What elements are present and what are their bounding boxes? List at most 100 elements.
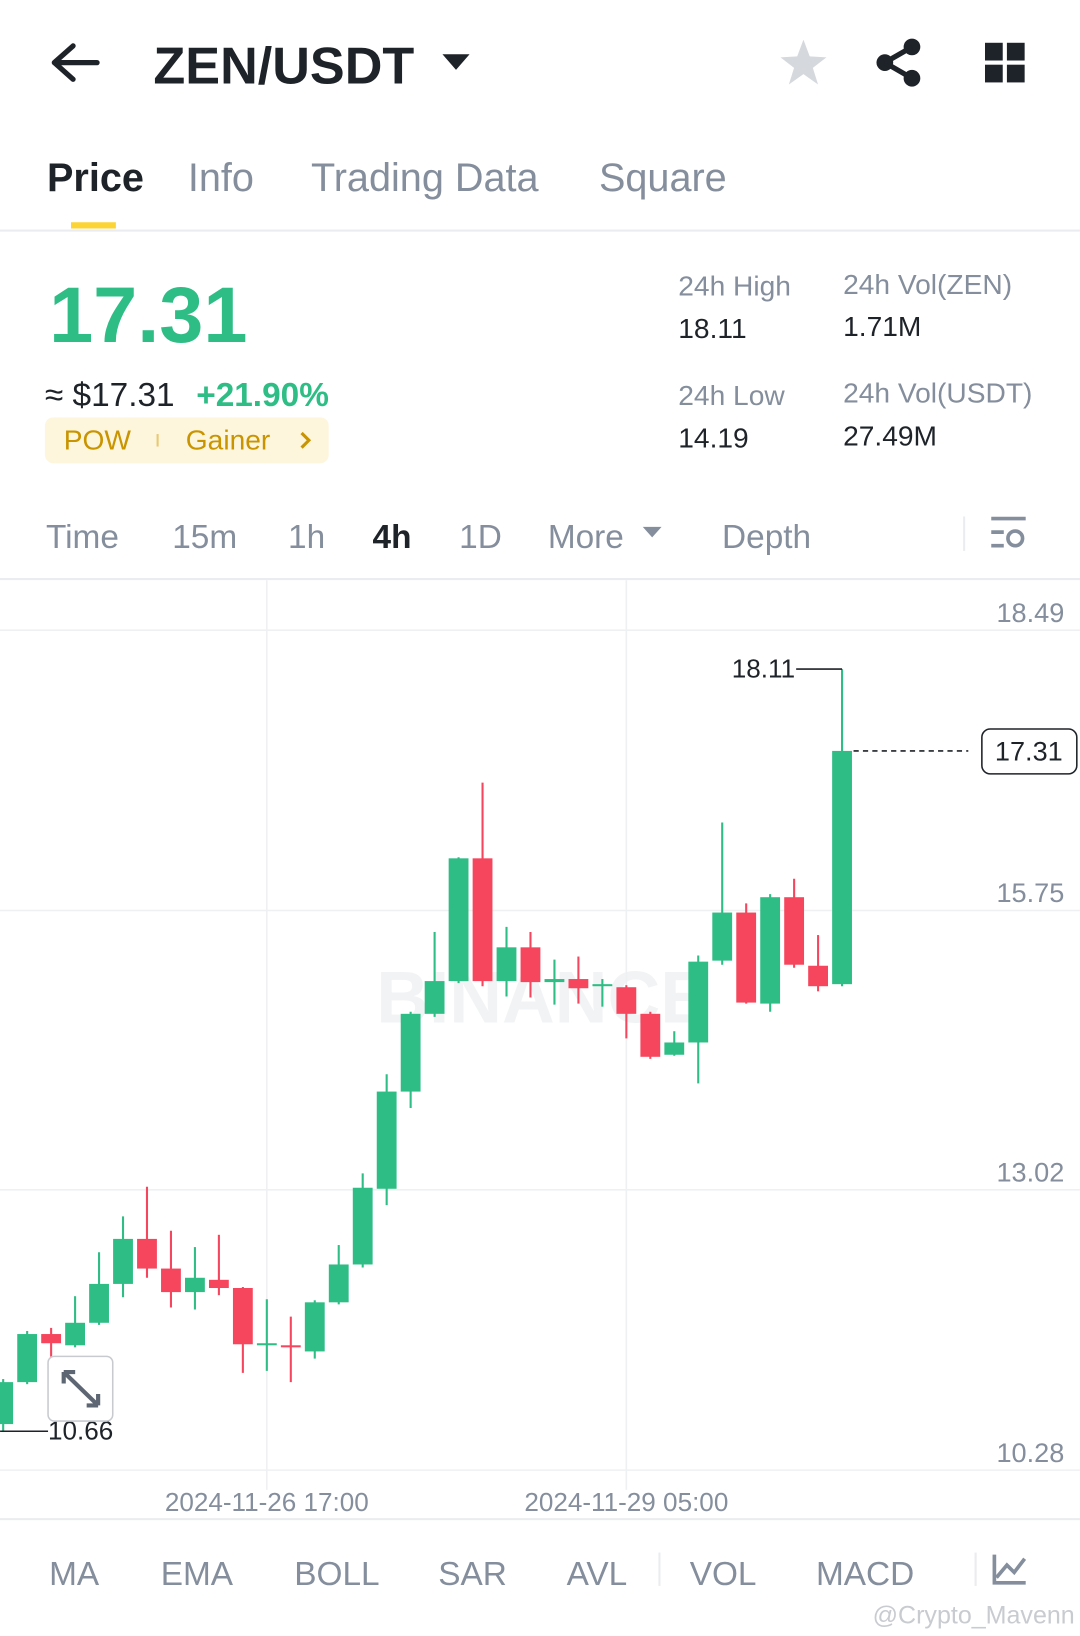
- expand-icon: [61, 1369, 101, 1408]
- grid-icon[interactable]: [984, 42, 1025, 83]
- candle-body: [688, 961, 709, 1043]
- stat-value: 14.19: [678, 422, 748, 454]
- candle-body: [208, 1279, 229, 1289]
- divider: [0, 1518, 1080, 1521]
- separator: [658, 1552, 661, 1586]
- divider: [0, 229, 1080, 232]
- y-tick-label: 18.49: [996, 597, 1064, 628]
- interval[interactable]: 4h: [373, 519, 412, 556]
- stat-label: 24h Vol(USDT): [843, 377, 1032, 409]
- candle-body: [0, 1382, 14, 1425]
- candle-body: [664, 1042, 685, 1055]
- candle-body: [568, 979, 589, 989]
- x-tick-label: 2024-11-26 17:00: [165, 1487, 369, 1517]
- stat-label: 24h High: [678, 269, 791, 301]
- candle-body: [400, 1013, 421, 1092]
- price-change: +21.90%: [196, 377, 329, 414]
- separator: [974, 1552, 977, 1586]
- tag[interactable]: POW: [64, 424, 132, 456]
- price-label-box: [981, 728, 1078, 775]
- candle-body: [113, 1238, 133, 1284]
- y-tick-label: 13.02: [996, 1156, 1064, 1187]
- candle-body: [185, 1277, 205, 1293]
- interval[interactable]: More: [548, 519, 624, 556]
- stat-value: 18.11: [678, 312, 746, 344]
- divider: [0, 578, 1080, 581]
- candle-body: [472, 858, 493, 982]
- watermark: @Crypto_Mavenn: [873, 1601, 1075, 1629]
- interval[interactable]: 15m: [172, 519, 237, 556]
- candle-body: [424, 981, 445, 1014]
- pair-dropdown[interactable]: [442, 54, 470, 70]
- separator: [963, 516, 966, 551]
- candle-body: [520, 947, 541, 983]
- high-label: 18.11: [732, 653, 795, 683]
- price-label: 17.31: [995, 735, 1063, 766]
- tab[interactable]: Price: [47, 156, 144, 200]
- candle-body: [280, 1345, 301, 1348]
- indicator[interactable]: MA: [49, 1556, 100, 1593]
- indicator[interactable]: SAR: [438, 1556, 507, 1593]
- candle-body: [592, 984, 613, 987]
- indicator[interactable]: BOLL: [294, 1556, 379, 1593]
- interval[interactable]: Depth: [722, 519, 811, 556]
- stat-label: 24h Low: [678, 379, 785, 411]
- y-tick-label: 10.28: [996, 1437, 1064, 1468]
- candle-body: [256, 1343, 277, 1346]
- tag-box[interactable]: [44, 417, 329, 464]
- candle-body: [89, 1283, 109, 1323]
- chart-settings-icon[interactable]: [991, 516, 1026, 548]
- more-dropdown[interactable]: [642, 526, 662, 538]
- indicator-settings-icon[interactable]: [992, 1554, 1027, 1585]
- candle-body: [736, 912, 757, 1003]
- candle-body: [640, 1013, 661, 1057]
- usd-price: ≈ $17.31: [45, 377, 175, 414]
- candle-body: [760, 897, 781, 1004]
- share-icon[interactable]: [876, 38, 921, 87]
- candle-body: [448, 858, 469, 982]
- tab[interactable]: Info: [188, 156, 254, 200]
- back-button[interactable]: [51, 43, 100, 82]
- candle-body: [832, 750, 852, 985]
- indicator[interactable]: AVL: [567, 1556, 628, 1593]
- candle-body: [161, 1268, 181, 1293]
- candle-body: [328, 1264, 349, 1303]
- candle-body: [41, 1334, 62, 1344]
- indicator[interactable]: MACD: [816, 1556, 914, 1593]
- candle-body: [17, 1334, 38, 1383]
- candle-body: [808, 965, 828, 987]
- stat-label: 24h Vol(ZEN): [843, 268, 1012, 300]
- last-price: 17.31: [49, 270, 247, 359]
- interval[interactable]: 1D: [459, 519, 502, 556]
- candle-body: [496, 947, 517, 982]
- tab[interactable]: Trading Data: [311, 156, 540, 200]
- tab[interactable]: Square: [599, 156, 727, 200]
- candle-body: [376, 1091, 397, 1189]
- tag[interactable]: Gainer: [186, 424, 271, 456]
- favorite-icon[interactable]: [780, 39, 827, 85]
- candle-body: [712, 912, 733, 961]
- interval[interactable]: 1h: [288, 519, 325, 556]
- candle-body: [304, 1302, 325, 1352]
- candle-body: [137, 1238, 157, 1269]
- tab-indicator: [71, 222, 116, 229]
- candle-body: [616, 987, 637, 1014]
- stat-value: 27.49M: [843, 420, 937, 452]
- candle-body: [65, 1322, 86, 1346]
- pair-title[interactable]: ZEN/USDT: [153, 37, 414, 95]
- tag-chevron: [300, 431, 312, 449]
- indicator[interactable]: EMA: [161, 1556, 234, 1593]
- indicator[interactable]: VOL: [690, 1556, 757, 1593]
- tag-separator: [156, 434, 159, 447]
- candle-body: [544, 979, 565, 983]
- expand-button[interactable]: [47, 1355, 114, 1422]
- interval[interactable]: Time: [46, 519, 119, 556]
- candle-body: [784, 897, 805, 965]
- candle-body: [232, 1288, 253, 1345]
- candle-body: [352, 1187, 373, 1265]
- x-tick-label: 2024-11-29 05:00: [524, 1487, 728, 1517]
- y-tick-label: 15.75: [996, 877, 1064, 908]
- stat-value: 1.71M: [843, 310, 921, 342]
